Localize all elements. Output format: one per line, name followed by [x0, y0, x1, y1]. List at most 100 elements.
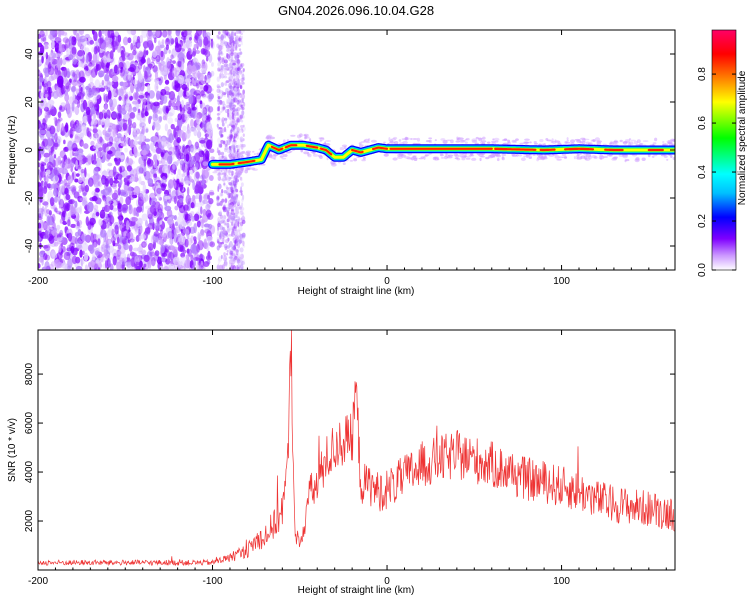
noise-blob — [56, 64, 61, 68]
noise-blob — [45, 230, 48, 239]
signal-track-peak — [565, 149, 593, 150]
noise-blob — [88, 177, 94, 186]
noise-blob — [243, 138, 245, 141]
noise-blob — [87, 115, 92, 123]
noise-blob — [94, 153, 97, 161]
noise-blob — [242, 82, 245, 85]
noise-blob — [54, 117, 57, 121]
noise-blob — [58, 196, 61, 205]
noise-blob — [161, 176, 166, 185]
noise-blob — [243, 102, 246, 107]
noise-blob — [102, 195, 106, 201]
noise-blob — [60, 219, 63, 224]
noise-blob — [116, 261, 121, 270]
noise-blob — [141, 110, 144, 117]
noise-blob — [39, 102, 45, 109]
snr-y-tick-label: 8000 — [24, 363, 35, 386]
noise-blob — [207, 236, 213, 243]
noise-blob — [176, 76, 179, 82]
colorbar-tick-label: 0.4 — [697, 165, 708, 179]
noise-blob — [185, 78, 192, 82]
noise-blob — [237, 128, 239, 130]
noise-blob — [172, 223, 175, 230]
noise-blob — [220, 237, 222, 241]
noise-blob — [130, 217, 137, 222]
halo-blob — [654, 138, 657, 142]
noise-blob — [90, 232, 94, 242]
noise-blob — [236, 134, 239, 140]
snr-x-tick-label: -100 — [203, 576, 223, 587]
noise-blob — [105, 260, 107, 269]
noise-blob — [139, 122, 146, 127]
noise-blob — [195, 172, 200, 179]
noise-blob — [79, 28, 84, 35]
noise-blob — [173, 85, 178, 91]
noise-blob — [56, 211, 61, 215]
noise-blob — [162, 166, 168, 174]
noise-blob — [181, 84, 187, 90]
noise-blob — [169, 239, 172, 244]
noise-blob — [197, 36, 202, 45]
noise-blob — [204, 229, 210, 234]
noise-blob — [160, 231, 167, 237]
noise-blob — [233, 97, 236, 101]
noise-blob — [225, 119, 227, 124]
noise-blob — [172, 164, 175, 170]
noise-blob — [240, 258, 243, 261]
noise-blob — [133, 145, 137, 154]
halo-blob — [319, 137, 325, 139]
noise-blob — [220, 100, 223, 104]
noise-blob — [171, 233, 175, 237]
noise-blob — [130, 43, 133, 51]
noise-blob — [82, 84, 85, 92]
chart-title: GN04.2026.096.10.04.G28 — [278, 3, 434, 18]
noise-blob — [121, 135, 125, 143]
noise-blob — [133, 140, 138, 145]
noise-blob — [242, 74, 245, 80]
noise-blob — [219, 193, 222, 197]
noise-blob — [59, 245, 62, 252]
noise-blob — [227, 226, 230, 232]
noise-blob — [218, 112, 221, 115]
halo-blob — [478, 153, 484, 157]
noise-blob — [38, 77, 45, 82]
noise-blob — [147, 84, 150, 93]
noise-blob — [220, 74, 224, 79]
halo-blob — [502, 156, 504, 160]
noise-blob — [56, 237, 62, 241]
noise-blob — [98, 199, 101, 205]
noise-blob — [141, 28, 147, 38]
noise-blob — [161, 95, 167, 104]
halo-blob — [524, 139, 530, 141]
noise-blob — [241, 198, 243, 202]
noise-blob — [231, 247, 233, 250]
noise-blob — [236, 70, 239, 75]
halo-blob — [476, 137, 479, 139]
noise-blob — [234, 256, 237, 260]
noise-blob — [183, 250, 187, 254]
noise-blob — [220, 50, 222, 54]
noise-blob — [233, 40, 235, 46]
noise-blob — [68, 54, 73, 60]
noise-blob — [172, 60, 176, 64]
noise-blob — [164, 206, 171, 212]
noise-blob — [233, 125, 235, 130]
noise-blob — [199, 194, 202, 203]
noise-blob — [197, 130, 200, 139]
noise-blob — [109, 38, 112, 42]
noise-blob — [236, 117, 239, 122]
noise-blob — [228, 215, 232, 219]
noise-blob — [133, 168, 137, 177]
noise-blob — [106, 69, 109, 74]
noise-blob — [99, 112, 104, 120]
spectrogram-y-tick-label: 40 — [24, 48, 35, 60]
noise-blob — [143, 197, 146, 203]
noise-blob — [144, 111, 148, 116]
colorbar-tick-label: 0.6 — [697, 116, 708, 130]
noise-blob — [177, 113, 181, 120]
noise-blob — [229, 256, 233, 259]
noise-blob — [240, 211, 244, 215]
noise-blob — [95, 250, 100, 255]
noise-blob — [185, 154, 189, 162]
noise-blob — [158, 210, 162, 219]
